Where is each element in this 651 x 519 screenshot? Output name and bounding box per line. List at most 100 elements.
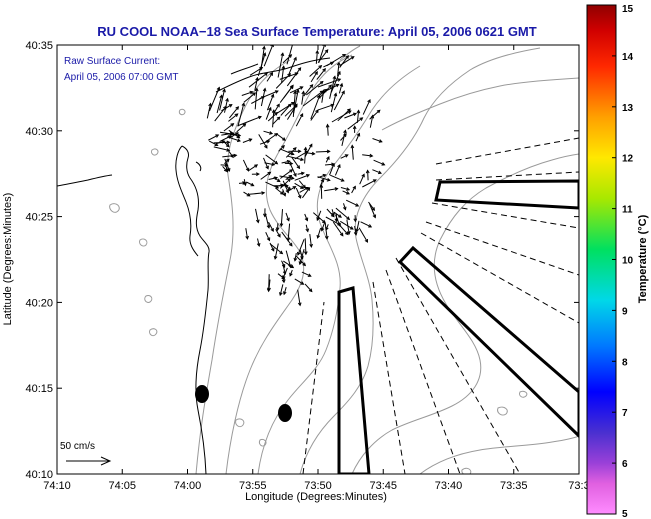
- current-vector-head: [364, 238, 369, 243]
- current-vector-head: [367, 98, 371, 103]
- current-vector: [333, 211, 342, 218]
- current-vector: [346, 219, 350, 234]
- current-vector-head: [255, 172, 260, 177]
- current-vector: [224, 158, 230, 172]
- y-tick-label: 40:35: [25, 40, 53, 52]
- current-vector-head: [270, 228, 274, 233]
- current-vector-head: [304, 150, 309, 155]
- current-vector: [265, 181, 279, 189]
- current-vector-head: [352, 185, 356, 190]
- current-vector-head: [297, 194, 302, 199]
- colorbar-tick-label: 11: [622, 205, 633, 216]
- current-vector: [326, 54, 346, 67]
- colorbar: [586, 4, 617, 515]
- current-vector-head: [331, 162, 336, 167]
- current-vector: [293, 89, 299, 114]
- current-vector: [298, 180, 306, 189]
- current-vector-head: [317, 94, 321, 99]
- x-tick-label: 73:3: [568, 480, 589, 492]
- current-vector-head: [325, 123, 330, 128]
- current-vector: [295, 187, 302, 199]
- current-vector-head: [225, 158, 230, 163]
- current-vector: [285, 175, 292, 181]
- current-vector-head: [288, 174, 293, 179]
- colorbar-tick-label: 15: [622, 4, 634, 15]
- current-vector: [341, 130, 346, 147]
- current-vector-head: [314, 70, 318, 75]
- current-vector-head: [287, 178, 292, 182]
- coastline: [57, 57, 331, 474]
- current-vector-head: [266, 237, 271, 242]
- current-vector: [255, 208, 259, 223]
- current-vector-head: [280, 52, 285, 57]
- current-vector-head: [349, 226, 354, 230]
- y-tick-label: 40:15: [25, 383, 53, 395]
- current-vector: [315, 50, 318, 64]
- current-vector: [310, 95, 321, 120]
- current-vector-head: [338, 214, 342, 218]
- current-vector-head: [275, 227, 280, 232]
- current-vector: [243, 191, 250, 197]
- current-vector: [297, 172, 304, 175]
- current-vector: [228, 113, 239, 122]
- current-vector: [309, 234, 312, 247]
- current-vector-head: [353, 218, 358, 223]
- current-vector: [316, 68, 326, 80]
- y-tick-label: 40:10: [25, 469, 53, 481]
- current-vector-head: [287, 186, 292, 191]
- current-vector-head: [343, 129, 347, 134]
- current-vector-head: [342, 206, 347, 211]
- current-vector-head: [308, 288, 313, 293]
- current-vector: [286, 67, 302, 87]
- current-vector: [269, 242, 275, 252]
- current-vector-head: [281, 65, 286, 70]
- current-vector: [254, 88, 258, 110]
- current-vector-head: [352, 112, 357, 117]
- current-vector: [299, 187, 309, 193]
- current-vector: [294, 182, 304, 189]
- current-vector-head: [297, 302, 302, 307]
- current-vector: [265, 154, 278, 165]
- current-vector-head: [271, 162, 276, 167]
- current-vector-head: [281, 144, 285, 149]
- current-vector: [297, 289, 301, 306]
- current-vector-head: [264, 144, 268, 149]
- current-vector-head: [254, 164, 259, 168]
- current-vector-head: [346, 230, 351, 235]
- x-tick-label: 74:05: [108, 480, 136, 492]
- current-vector: [279, 148, 294, 155]
- current-vector: [301, 271, 312, 277]
- current-vector: [278, 145, 285, 152]
- current-vector-head: [319, 90, 324, 95]
- current-vector: [259, 140, 270, 145]
- current-vector: [213, 146, 230, 151]
- current-vector: [294, 150, 308, 160]
- current-vector-head: [292, 147, 297, 151]
- current-vector: [312, 212, 326, 224]
- bathymetry-contours: [109, 45, 579, 474]
- current-vector: [274, 243, 279, 260]
- current-vector-head: [274, 90, 279, 94]
- colorbar-tick-label: 14: [622, 52, 634, 63]
- current-vector: [330, 174, 344, 182]
- current-vector-head: [236, 138, 241, 143]
- current-vector: [318, 45, 326, 63]
- current-vector: [275, 228, 281, 238]
- current-vector: [325, 216, 341, 226]
- current-vector-head: [355, 228, 359, 233]
- current-vector-head: [283, 291, 287, 296]
- current-vector: [245, 228, 248, 239]
- current-vector: [219, 89, 226, 111]
- current-vector-head: [234, 113, 239, 117]
- current-vector-head: [346, 216, 351, 221]
- current-vector-head: [304, 217, 309, 222]
- current-vector: [281, 231, 293, 247]
- current-vector: [237, 116, 262, 127]
- current-vector-head: [234, 132, 239, 136]
- current-vector: [223, 141, 230, 148]
- current-vector: [247, 164, 258, 172]
- current-vector: [304, 147, 307, 164]
- mooring-marker: [195, 385, 209, 403]
- current-vector: [265, 231, 270, 241]
- current-vector-head: [309, 83, 314, 88]
